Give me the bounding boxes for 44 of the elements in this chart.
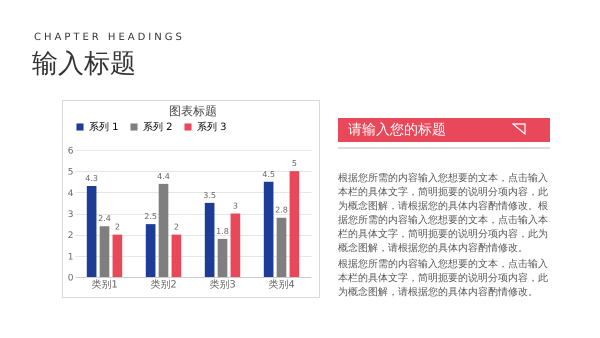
data-label: 4.4 bbox=[157, 172, 170, 181]
bar bbox=[276, 218, 286, 277]
bar bbox=[172, 234, 182, 277]
x-tick-label: 类别3 bbox=[209, 278, 236, 290]
bar bbox=[230, 214, 240, 277]
data-label: 5 bbox=[292, 159, 297, 168]
y-tick-label: 6 bbox=[68, 146, 74, 156]
text: 根据您所需的内容输入您想要的文本，点击输入本栏的具体文字，简明扼要的说明分项内容，此为概念图解，请根据您的具体内容酌情修改。 bbox=[338, 258, 549, 300]
text: 输入标题 bbox=[32, 48, 136, 81]
legend-label: 系列 2 bbox=[143, 121, 173, 133]
bar bbox=[218, 238, 228, 277]
data-label: 2 bbox=[174, 222, 179, 232]
x-tick-label: 类别4 bbox=[268, 278, 295, 290]
data-label: 3.5 bbox=[203, 190, 216, 200]
legend-label: 系列 1 bbox=[89, 121, 119, 133]
bar bbox=[290, 171, 300, 277]
bar bbox=[204, 202, 214, 277]
chart-title: 图表标题 bbox=[169, 104, 217, 118]
bar bbox=[264, 182, 274, 277]
data-label: 4.5 bbox=[262, 170, 275, 179]
data-label: 3 bbox=[232, 202, 238, 210]
text: 根据您所需的内容输入您想要的文本，点击输入本栏的具体文字，简明扼要的说明分项内容，此为概念图解，请根据您的具体内容酌情修改。根据您所需的内容输入您想要的文本，点击输入本栏的具体文字，简明扼要的说明分项内容，此为概念图解，请根据您的具体内容酌情修改。 bbox=[338, 172, 549, 256]
data-label: 2.5 bbox=[144, 212, 157, 222]
data-label: 2.4 bbox=[98, 214, 111, 224]
data-label: 2 bbox=[114, 222, 120, 232]
bar bbox=[112, 234, 122, 277]
legend-label: 系列 3 bbox=[197, 121, 227, 133]
y-tick-label: 5 bbox=[68, 168, 74, 178]
y-tick-label: 3 bbox=[68, 210, 74, 220]
x-tick-label: 类别2 bbox=[150, 278, 177, 290]
text: 请输入您的标题 bbox=[338, 118, 550, 142]
text: CHAPTER HEADINGS bbox=[34, 32, 185, 43]
data-label: 4.3 bbox=[85, 174, 98, 183]
x-tick-label: 类别1 bbox=[91, 278, 118, 290]
bar bbox=[158, 184, 168, 277]
bar bbox=[100, 226, 110, 277]
bar bbox=[146, 224, 156, 277]
y-tick-label: 2 bbox=[68, 231, 74, 242]
data-label: 1.8 bbox=[216, 226, 229, 236]
y-tick-label: 4 bbox=[68, 188, 74, 199]
data-label: 2.8 bbox=[275, 206, 288, 215]
y-tick-label: 1 bbox=[68, 252, 74, 262]
y-tick-label: 0 bbox=[68, 274, 74, 284]
bar bbox=[86, 186, 96, 277]
